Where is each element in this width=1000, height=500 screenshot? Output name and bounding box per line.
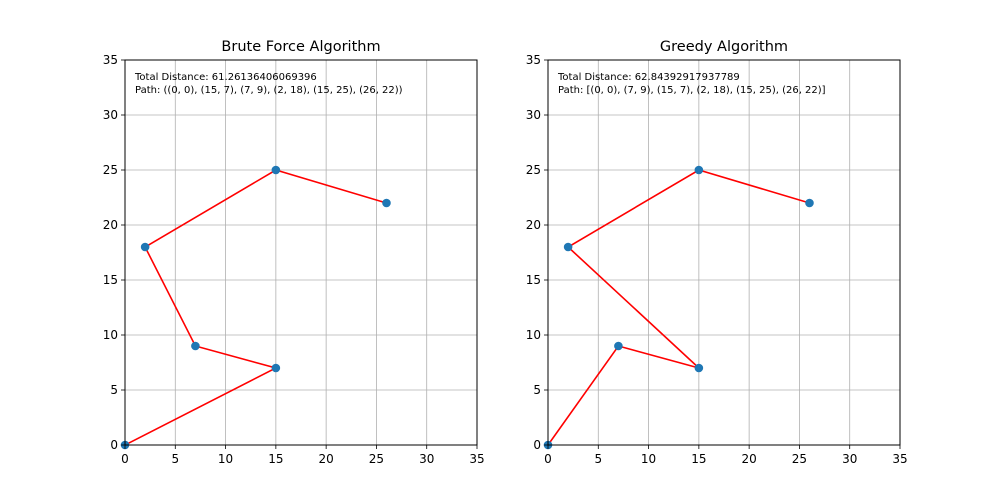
data-point	[271, 165, 281, 175]
x-tick-label: 15	[268, 452, 283, 466]
x-tick-label: 35	[892, 452, 907, 466]
plot-area	[548, 60, 900, 445]
data-point	[563, 242, 573, 252]
total-distance-annotation: Total Distance: 62.84392917937789	[557, 72, 740, 83]
data-point	[271, 363, 281, 373]
chart-panel-1: 0 5 10 15 20 25 30 35 0 5 10 15 20 25 30 35 Brute Force …	[103, 39, 485, 466]
y-tick-label: 0	[533, 438, 541, 452]
chart-panel-2: 0 5 10 15 20 25 30 35 0 5 10 15 20 25 30 35 Greedy Algor…	[526, 39, 908, 466]
data-point	[614, 341, 623, 351]
y-tick-label: 0	[110, 438, 118, 452]
data-point	[694, 165, 704, 175]
x-tick-label: 0	[544, 452, 552, 466]
x-tick-label: 35	[469, 452, 484, 466]
x-tick-label: 5	[171, 452, 179, 466]
y-tick-label: 30	[103, 108, 118, 122]
axes-frame	[124, 59, 478, 446]
path-annotation: Path: [(0, 0), (7, 9), (15, 7), (2, 18),…	[558, 85, 826, 96]
x-tick-label: 10	[641, 452, 656, 466]
y-tick-label: 10	[526, 328, 541, 342]
x-tick-label: 30	[842, 452, 857, 466]
y-tick-label: 15	[103, 273, 118, 287]
axes-frame	[547, 59, 901, 446]
x-tick-label: 20	[742, 452, 757, 466]
x-tick-label: 20	[319, 452, 334, 466]
x-tick-label: 5	[594, 452, 602, 466]
data-point	[140, 242, 150, 252]
chart-title: Brute Force Algorithm	[221, 39, 380, 55]
path-annotation: Path: ((0, 0), (15, 7), (7, 9), (2, 18),…	[135, 85, 403, 96]
x-tick-label: 15	[691, 452, 706, 466]
x-tick-label: 0	[121, 452, 129, 466]
x-tick-label: 30	[419, 452, 434, 466]
total-distance-annotation: Total Distance: 61.26136406069396	[134, 72, 317, 83]
y-tick-label: 5	[110, 383, 118, 397]
y-tick-label: 20	[526, 218, 541, 232]
data-point	[191, 341, 200, 351]
y-tick-label: 15	[526, 273, 541, 287]
y-tick-label: 30	[526, 108, 541, 122]
y-tick-label: 35	[526, 53, 541, 67]
path-line	[124, 169, 387, 446]
data-point	[382, 198, 391, 208]
x-tick-label: 10	[218, 452, 233, 466]
data-point	[694, 363, 704, 373]
chart-title: Greedy Algorithm	[660, 39, 788, 55]
y-tick-label: 25	[103, 163, 118, 177]
data-point	[805, 198, 814, 208]
y-tick-label: 35	[103, 53, 118, 67]
y-tick-label: 10	[103, 328, 118, 342]
plot-area	[125, 60, 477, 445]
y-tick-label: 20	[103, 218, 118, 232]
y-tick-label: 5	[533, 383, 541, 397]
path-line	[547, 169, 810, 446]
x-tick-label: 25	[369, 452, 384, 466]
y-tick-label: 25	[526, 163, 541, 177]
x-tick-label: 25	[792, 452, 807, 466]
